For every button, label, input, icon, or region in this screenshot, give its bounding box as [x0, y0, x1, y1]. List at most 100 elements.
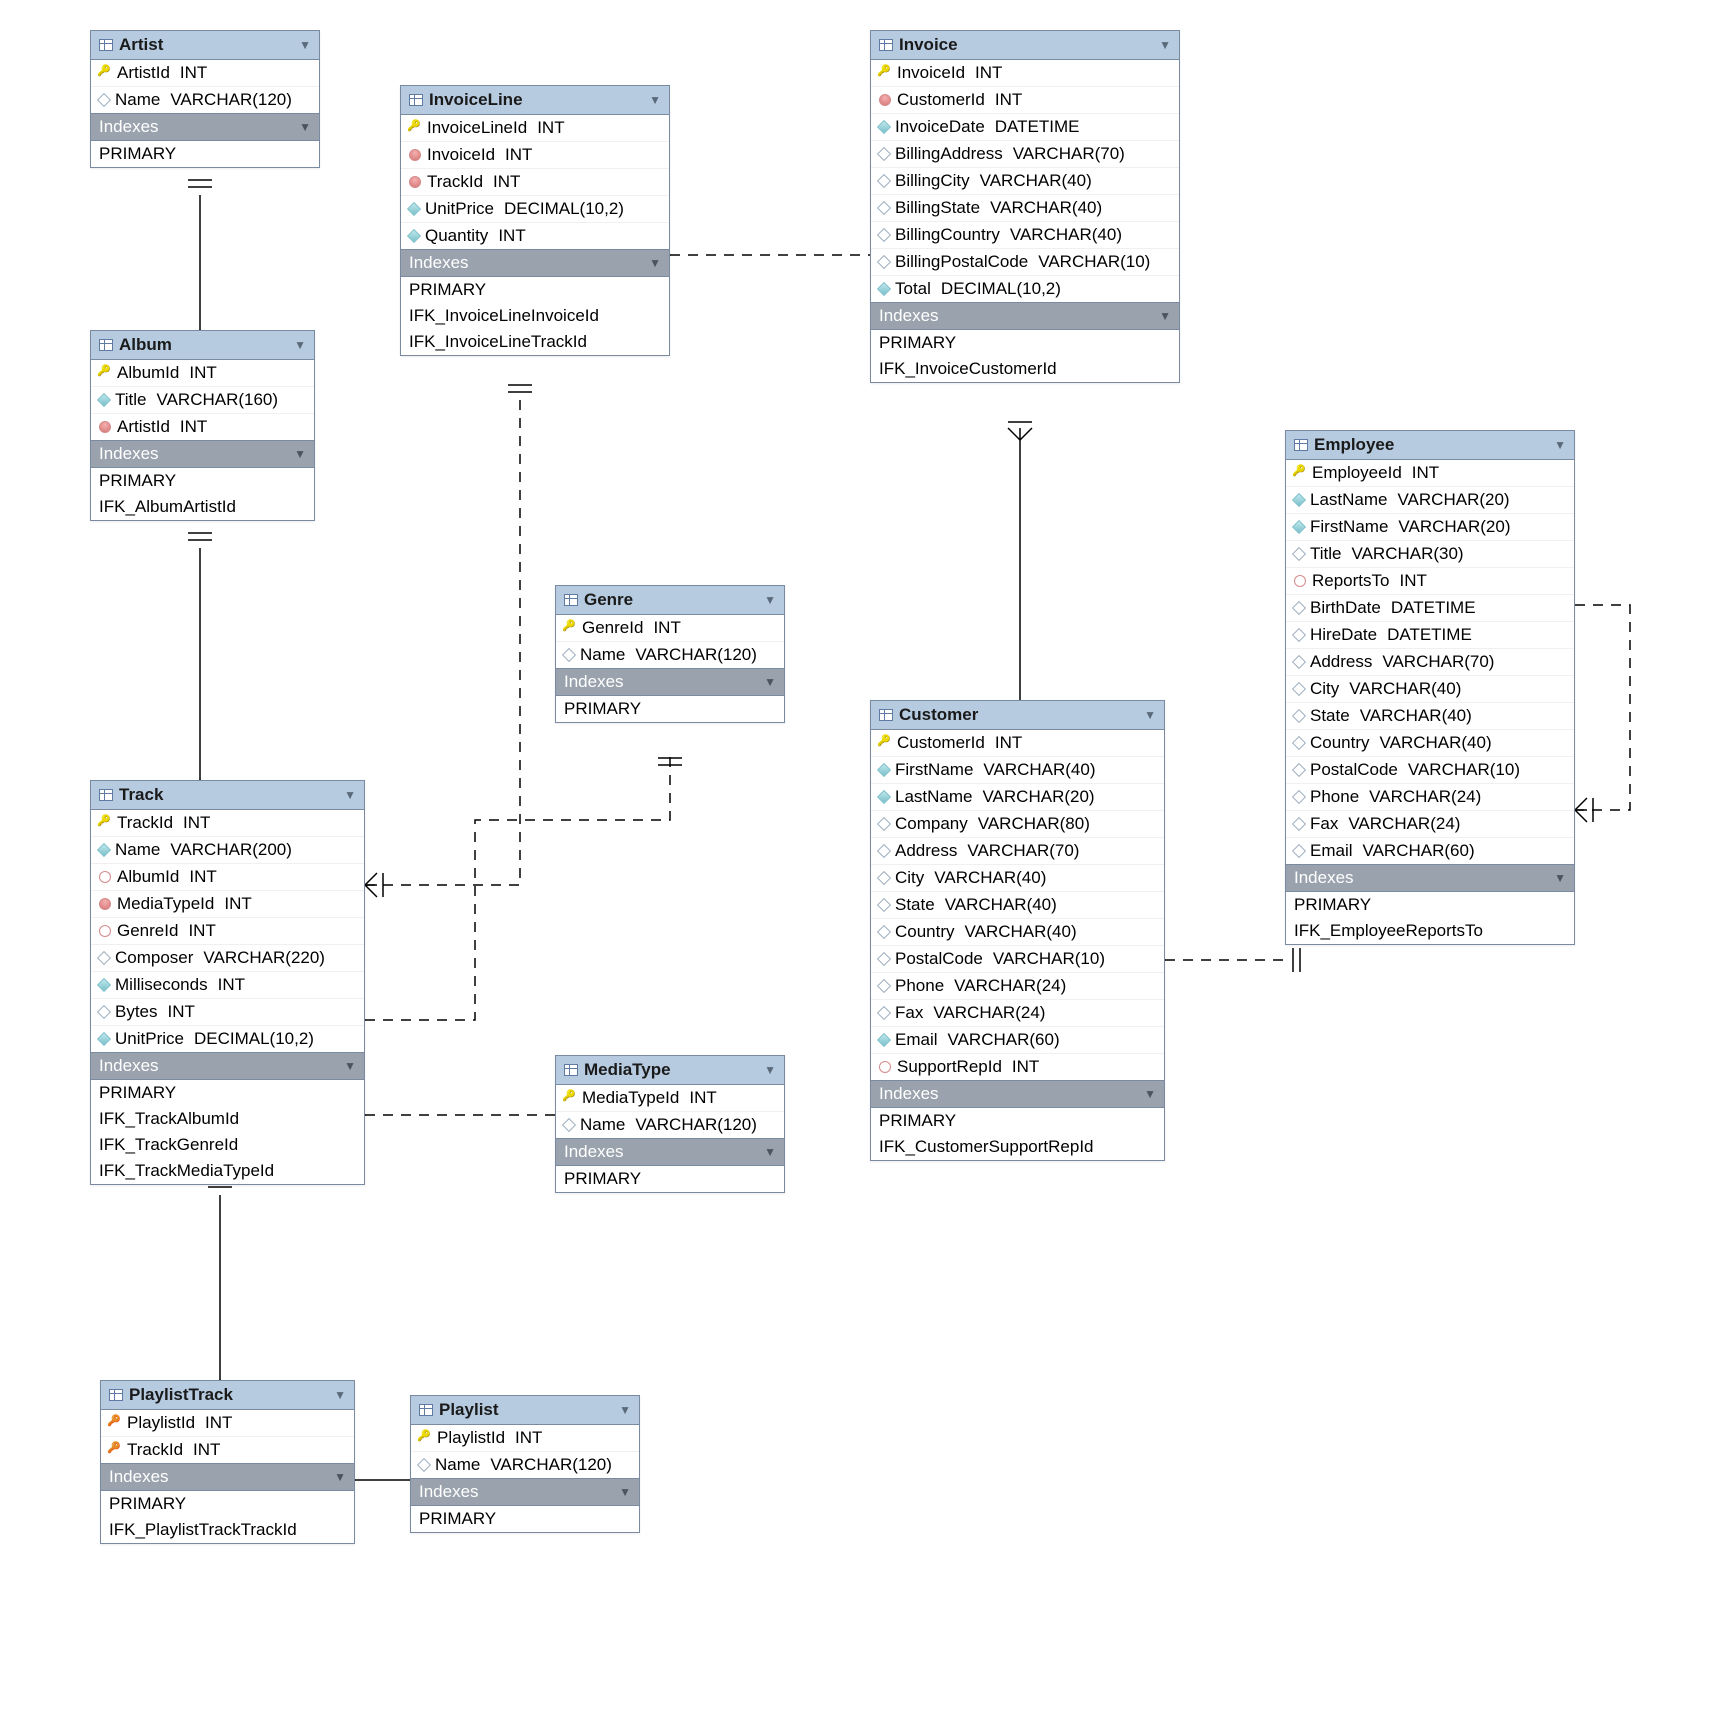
entity-invoiceline[interactable]: InvoiceLine▼InvoiceLineIdINTInvoiceIdINT…: [400, 85, 670, 356]
column-row[interactable]: PostalCodeVARCHAR(10): [1286, 756, 1574, 783]
column-row[interactable]: CustomerIdINT: [871, 730, 1164, 756]
entity-header[interactable]: Invoice▼: [871, 31, 1179, 60]
column-row[interactable]: NameVARCHAR(200): [91, 836, 364, 863]
column-row[interactable]: EmailVARCHAR(60): [1286, 837, 1574, 864]
index-row[interactable]: PRIMARY: [556, 696, 784, 722]
column-row[interactable]: TitleVARCHAR(30): [1286, 540, 1574, 567]
column-row[interactable]: MediaTypeIdINT: [556, 1085, 784, 1111]
entity-track[interactable]: Track▼TrackIdINTNameVARCHAR(200)AlbumIdI…: [90, 780, 365, 1185]
column-row[interactable]: HireDateDATETIME: [1286, 621, 1574, 648]
index-row[interactable]: PRIMARY: [91, 141, 319, 167]
index-row[interactable]: IFK_TrackGenreId: [91, 1132, 364, 1158]
column-row[interactable]: UnitPriceDECIMAL(10,2): [91, 1025, 364, 1052]
index-row[interactable]: IFK_TrackAlbumId: [91, 1106, 364, 1132]
entity-header[interactable]: Album▼: [91, 331, 314, 360]
column-row[interactable]: FirstNameVARCHAR(40): [871, 756, 1164, 783]
entity-header[interactable]: Track▼: [91, 781, 364, 810]
column-row[interactable]: FaxVARCHAR(24): [1286, 810, 1574, 837]
column-row[interactable]: AddressVARCHAR(70): [1286, 648, 1574, 675]
collapse-icon[interactable]: ▼: [294, 447, 306, 461]
column-row[interactable]: UnitPriceDECIMAL(10,2): [401, 195, 669, 222]
index-row[interactable]: PRIMARY: [556, 1166, 784, 1192]
column-row[interactable]: AlbumIdINT: [91, 360, 314, 386]
column-row[interactable]: CityVARCHAR(40): [1286, 675, 1574, 702]
entity-employee[interactable]: Employee▼EmployeeIdINTLastNameVARCHAR(20…: [1285, 430, 1575, 945]
collapse-icon[interactable]: ▼: [1144, 1087, 1156, 1101]
indexes-header[interactable]: Indexes▼: [91, 440, 314, 468]
column-row[interactable]: FaxVARCHAR(24): [871, 999, 1164, 1026]
column-row[interactable]: PlaylistIdINT: [411, 1425, 639, 1451]
entity-header[interactable]: Employee▼: [1286, 431, 1574, 460]
column-row[interactable]: ArtistIdINT: [91, 413, 314, 440]
indexes-header[interactable]: Indexes▼: [91, 113, 319, 141]
index-row[interactable]: PRIMARY: [91, 468, 314, 494]
entity-invoice[interactable]: Invoice▼InvoiceIdINTCustomerIdINTInvoice…: [870, 30, 1180, 383]
column-row[interactable]: BillingStateVARCHAR(40): [871, 194, 1179, 221]
entity-customer[interactable]: Customer▼CustomerIdINTFirstNameVARCHAR(4…: [870, 700, 1165, 1161]
collapse-icon[interactable]: ▼: [1554, 871, 1566, 885]
index-row[interactable]: IFK_PlaylistTrackTrackId: [101, 1517, 354, 1543]
indexes-header[interactable]: Indexes▼: [101, 1463, 354, 1491]
entity-header[interactable]: PlaylistTrack▼: [101, 1381, 354, 1410]
entity-header[interactable]: InvoiceLine▼: [401, 86, 669, 115]
column-row[interactable]: FirstNameVARCHAR(20): [1286, 513, 1574, 540]
collapse-icon[interactable]: ▼: [764, 1063, 776, 1077]
index-row[interactable]: IFK_AlbumArtistId: [91, 494, 314, 520]
column-row[interactable]: TrackIdINT: [91, 810, 364, 836]
column-row[interactable]: GenreIdINT: [91, 917, 364, 944]
index-row[interactable]: PRIMARY: [101, 1491, 354, 1517]
index-row[interactable]: PRIMARY: [411, 1506, 639, 1532]
entity-playlisttrack[interactable]: PlaylistTrack▼PlaylistIdINTTrackIdINTInd…: [100, 1380, 355, 1544]
column-row[interactable]: BillingAddressVARCHAR(70): [871, 140, 1179, 167]
column-row[interactable]: GenreIdINT: [556, 615, 784, 641]
entity-mediatype[interactable]: MediaType▼MediaTypeIdINTNameVARCHAR(120)…: [555, 1055, 785, 1193]
collapse-icon[interactable]: ▼: [649, 256, 661, 270]
column-row[interactable]: ComposerVARCHAR(220): [91, 944, 364, 971]
column-row[interactable]: AlbumIdINT: [91, 863, 364, 890]
collapse-icon[interactable]: ▼: [1554, 438, 1566, 452]
entity-header[interactable]: Customer▼: [871, 701, 1164, 730]
column-row[interactable]: TotalDECIMAL(10,2): [871, 275, 1179, 302]
column-row[interactable]: NameVARCHAR(120): [91, 86, 319, 113]
index-row[interactable]: IFK_CustomerSupportRepId: [871, 1134, 1164, 1160]
column-row[interactable]: BirthDateDATETIME: [1286, 594, 1574, 621]
column-row[interactable]: CityVARCHAR(40): [871, 864, 1164, 891]
index-row[interactable]: IFK_InvoiceCustomerId: [871, 356, 1179, 382]
collapse-icon[interactable]: ▼: [764, 593, 776, 607]
column-row[interactable]: TrackIdINT: [101, 1436, 354, 1463]
collapse-icon[interactable]: ▼: [294, 338, 306, 352]
column-row[interactable]: MediaTypeIdINT: [91, 890, 364, 917]
collapse-icon[interactable]: ▼: [619, 1403, 631, 1417]
column-row[interactable]: ReportsToINT: [1286, 567, 1574, 594]
column-row[interactable]: BytesINT: [91, 998, 364, 1025]
index-row[interactable]: PRIMARY: [1286, 892, 1574, 918]
column-row[interactable]: LastNameVARCHAR(20): [871, 783, 1164, 810]
column-row[interactable]: PostalCodeVARCHAR(10): [871, 945, 1164, 972]
column-row[interactable]: PlaylistIdINT: [101, 1410, 354, 1436]
collapse-icon[interactable]: ▼: [619, 1485, 631, 1499]
collapse-icon[interactable]: ▼: [649, 93, 661, 107]
collapse-icon[interactable]: ▼: [764, 675, 776, 689]
indexes-header[interactable]: Indexes▼: [411, 1478, 639, 1506]
indexes-header[interactable]: Indexes▼: [401, 249, 669, 277]
collapse-icon[interactable]: ▼: [299, 120, 311, 134]
index-row[interactable]: IFK_InvoiceLineTrackId: [401, 329, 669, 355]
column-row[interactable]: LastNameVARCHAR(20): [1286, 486, 1574, 513]
entity-genre[interactable]: Genre▼GenreIdINTNameVARCHAR(120)Indexes▼…: [555, 585, 785, 723]
indexes-header[interactable]: Indexes▼: [871, 1080, 1164, 1108]
column-row[interactable]: SupportRepIdINT: [871, 1053, 1164, 1080]
column-row[interactable]: CountryVARCHAR(40): [1286, 729, 1574, 756]
column-row[interactable]: PhoneVARCHAR(24): [1286, 783, 1574, 810]
indexes-header[interactable]: Indexes▼: [556, 668, 784, 696]
indexes-header[interactable]: Indexes▼: [871, 302, 1179, 330]
index-row[interactable]: PRIMARY: [871, 1108, 1164, 1134]
index-row[interactable]: IFK_EmployeeReportsTo: [1286, 918, 1574, 944]
entity-album[interactable]: Album▼AlbumIdINTTitleVARCHAR(160)ArtistI…: [90, 330, 315, 521]
column-row[interactable]: NameVARCHAR(120): [556, 641, 784, 668]
column-row[interactable]: EmailVARCHAR(60): [871, 1026, 1164, 1053]
column-row[interactable]: InvoiceDateDATETIME: [871, 113, 1179, 140]
indexes-header[interactable]: Indexes▼: [556, 1138, 784, 1166]
collapse-icon[interactable]: ▼: [764, 1145, 776, 1159]
column-row[interactable]: InvoiceIdINT: [401, 141, 669, 168]
column-row[interactable]: StateVARCHAR(40): [1286, 702, 1574, 729]
